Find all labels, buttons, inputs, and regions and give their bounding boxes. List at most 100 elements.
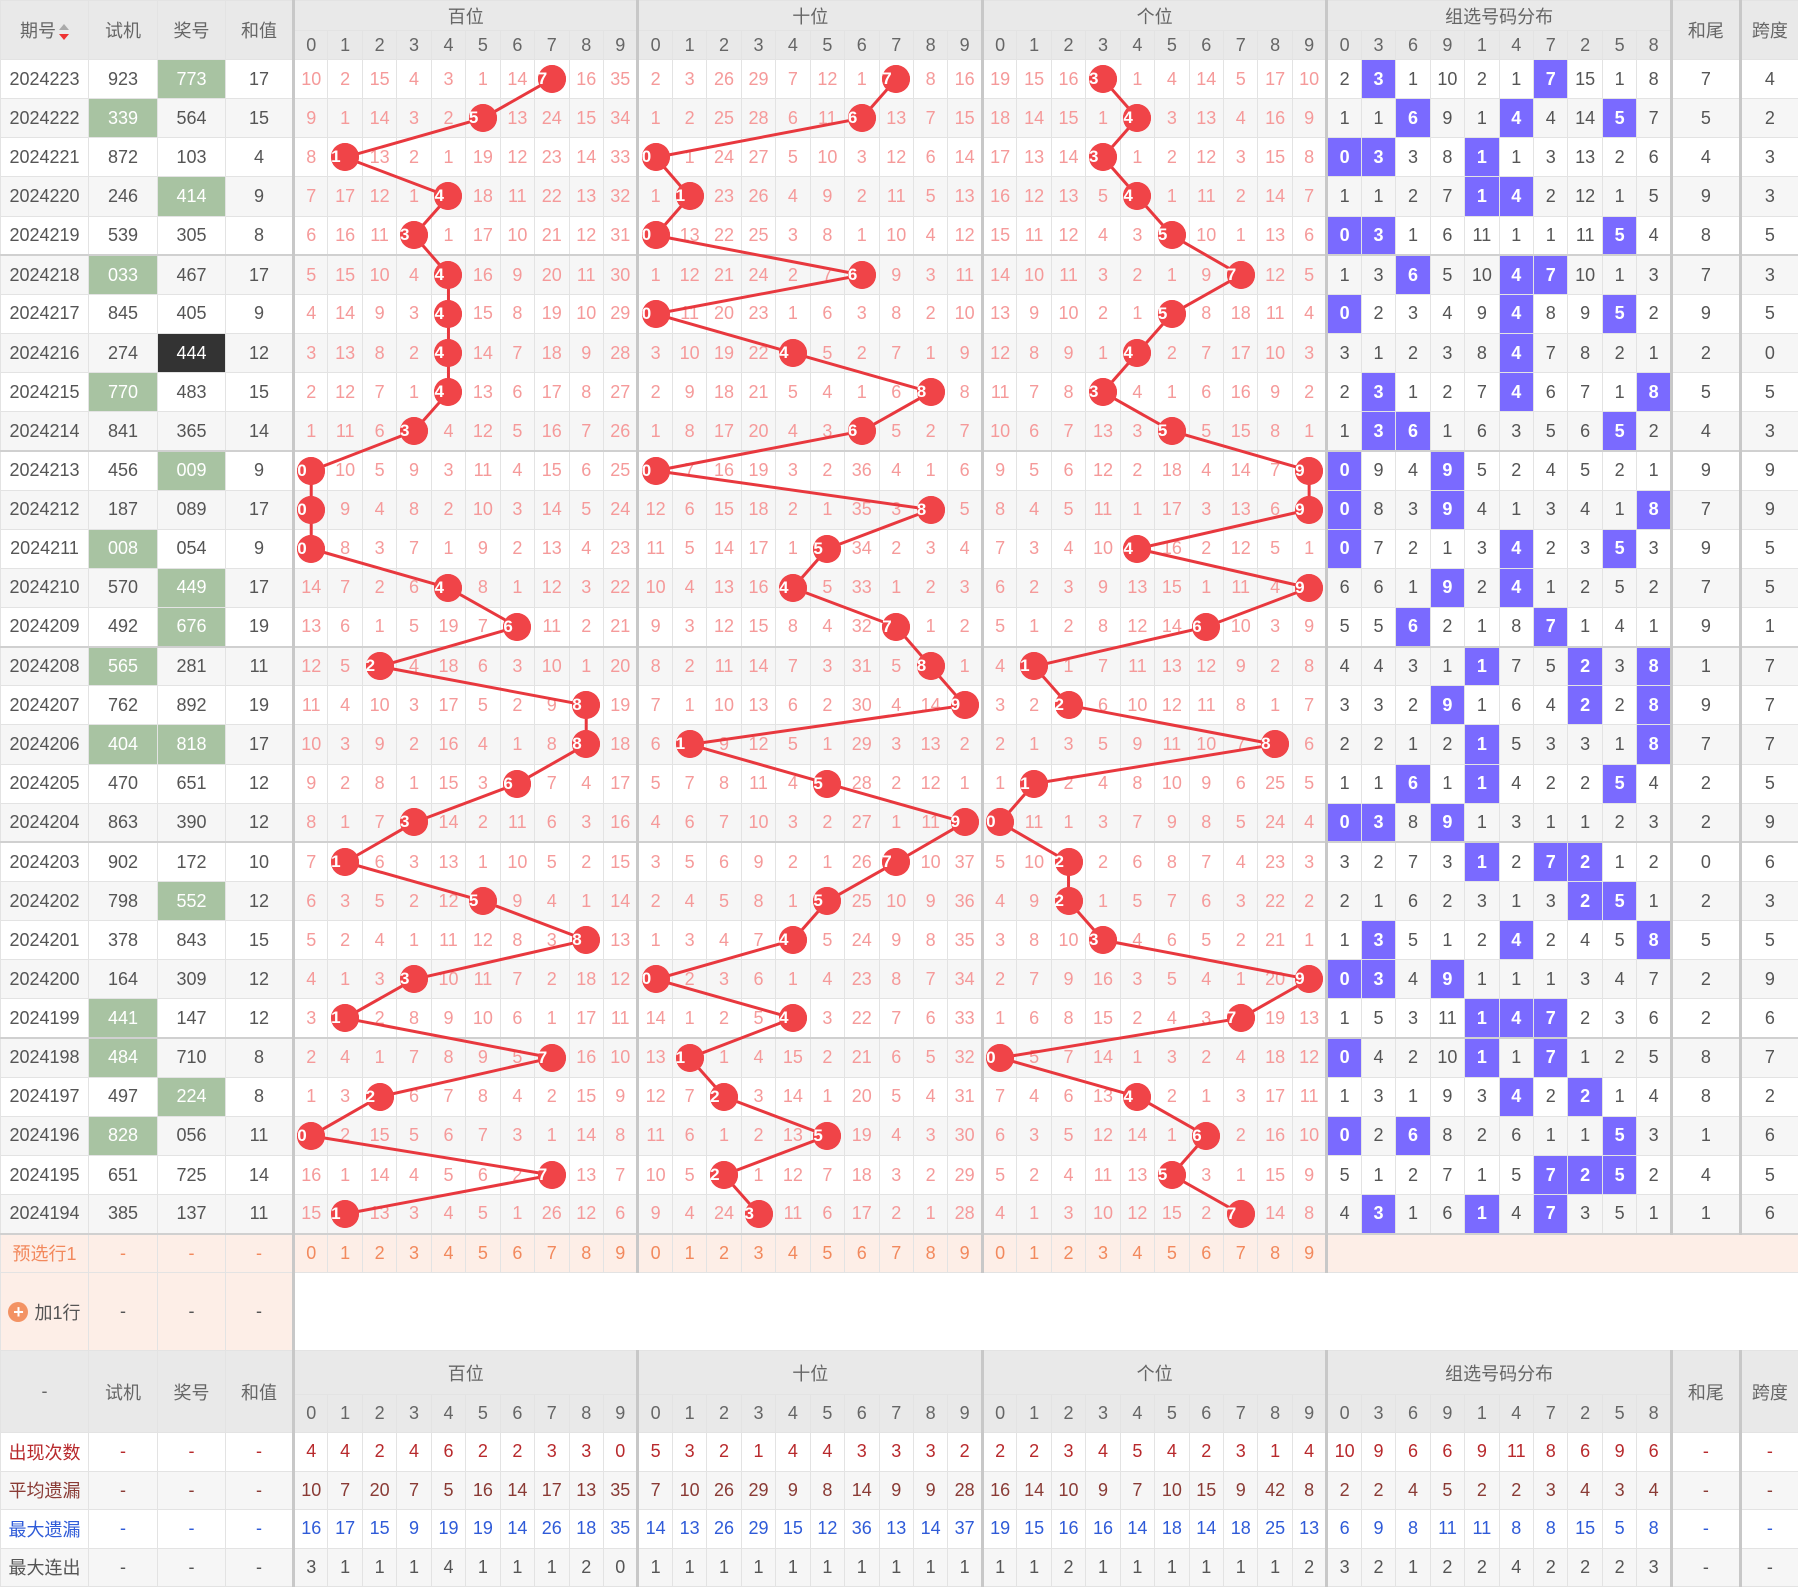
preselect-digit[interactable]: 2	[1051, 1234, 1085, 1273]
omission-cell: 4	[500, 451, 534, 490]
preselect-digit[interactable]: 3	[397, 1234, 431, 1273]
group-omission-cell: 1	[1465, 686, 1499, 725]
preselect-digit[interactable]: 3	[741, 1234, 775, 1273]
preselect-digit[interactable]: 1	[328, 1234, 362, 1273]
omission-cell: 8	[1086, 607, 1120, 646]
period-header[interactable]: 期号	[1, 1, 89, 60]
hit-cell: 6	[1189, 1116, 1223, 1155]
group-omission-cell: 3	[1396, 138, 1430, 177]
omission-cell: 8	[500, 294, 534, 333]
digit-header: 4	[431, 1395, 465, 1433]
omission-cell: 7	[672, 451, 706, 490]
omission-cell: 3	[1292, 333, 1327, 372]
stat-value: 8	[1499, 1510, 1533, 1549]
hit-ball: 8	[572, 926, 600, 954]
omission-cell: 1	[466, 60, 500, 99]
preselect-digit[interactable]: 4	[431, 1234, 465, 1273]
digit-header: 8	[913, 1395, 947, 1433]
omission-cell: 1	[707, 1116, 741, 1155]
omission-cell: 13	[1155, 647, 1189, 686]
hit-cell: 3	[1086, 373, 1120, 412]
omission-cell: 4	[362, 921, 396, 960]
group-omission-cell: 2	[1327, 60, 1361, 99]
group-hit-cell: 5	[1602, 1116, 1636, 1155]
preselect-digit[interactable]: 4	[1120, 1234, 1154, 1273]
omission-cell: 9	[362, 725, 396, 764]
preselect-digit[interactable]: 5	[810, 1234, 844, 1273]
preselect-digit[interactable]: 1	[672, 1234, 706, 1273]
add-row-button[interactable]: +加1行	[8, 1299, 80, 1325]
preselect-digit[interactable]: 9	[948, 1234, 983, 1273]
stat-value: 15	[1189, 1471, 1223, 1510]
prize-number-cell: 103	[158, 138, 226, 177]
omission-cell: 14	[362, 99, 396, 138]
hit-ball: 0	[297, 535, 325, 563]
omission-cell: 3	[672, 607, 706, 646]
preselect-digit[interactable]: 2	[707, 1234, 741, 1273]
group-omission-cell: 1	[1568, 1116, 1602, 1155]
preselect-digit[interactable]: 6	[845, 1234, 879, 1273]
preselect-digit[interactable]: 8	[1258, 1234, 1292, 1273]
preselect-digit[interactable]: 0	[294, 1234, 328, 1273]
preselect-digit[interactable]: 7	[1224, 1234, 1258, 1273]
omission-cell: 7	[1017, 960, 1051, 999]
omission-cell: 15	[362, 1116, 396, 1155]
omission-cell: 16	[431, 725, 465, 764]
group-omission-cell: 3	[1637, 529, 1672, 568]
omission-cell: 2	[535, 960, 569, 999]
preselect-digit[interactable]: 7	[879, 1234, 913, 1273]
omission-cell: 1	[948, 764, 983, 803]
preselect-digit[interactable]: 0	[638, 1234, 672, 1273]
preselect-digit[interactable]: 5	[466, 1234, 500, 1273]
omission-cell: 18	[603, 725, 638, 764]
preselect-digit[interactable]: 0	[982, 1234, 1016, 1273]
preselect-digit[interactable]: 4	[776, 1234, 810, 1273]
group-omission-cell: 1	[1361, 333, 1395, 372]
period-cell: 2024213	[1, 451, 89, 490]
group-omission-cell: 8	[1361, 490, 1395, 529]
omission-cell: 12	[569, 1195, 603, 1234]
preselect-digit[interactable]: 6	[500, 1234, 534, 1273]
preselect-digit[interactable]: 1	[1017, 1234, 1051, 1273]
omission-cell: 4	[1189, 960, 1223, 999]
preselect-digit[interactable]: 9	[1292, 1234, 1327, 1273]
hit-ball: 4	[1123, 182, 1151, 210]
span-cell: 4	[1740, 60, 1798, 99]
preselect-digit[interactable]: 8	[569, 1234, 603, 1273]
group-hit-cell: 1	[1465, 764, 1499, 803]
sort-icon[interactable]	[59, 24, 69, 40]
stat-value: 4	[1568, 1471, 1602, 1510]
group-omission-cell: 1	[1361, 99, 1395, 138]
hit-cell: 9	[1292, 568, 1327, 607]
hit-cell: 5	[1155, 1155, 1189, 1194]
period-cell: 2024217	[1, 294, 89, 333]
omission-cell: 1	[1120, 294, 1154, 333]
omission-cell: 16	[741, 568, 775, 607]
preselect-digit[interactable]: 3	[1086, 1234, 1120, 1273]
omission-cell: 1	[431, 529, 465, 568]
preselect-digit[interactable]: 5	[1155, 1234, 1189, 1273]
omission-cell: 3	[879, 1155, 913, 1194]
omission-cell: 14	[741, 647, 775, 686]
omission-cell: 14	[776, 1077, 810, 1116]
omission-cell: 6	[500, 373, 534, 412]
omission-cell: 7	[500, 960, 534, 999]
group-hit-cell: 3	[1361, 216, 1395, 255]
period-cell: 2024197	[1, 1077, 89, 1116]
preselect-digit[interactable]: 6	[1189, 1234, 1223, 1273]
preselect-digit[interactable]: 7	[535, 1234, 569, 1273]
preselect-digit[interactable]: 2	[362, 1234, 396, 1273]
group-omission-cell: 7	[1637, 99, 1672, 138]
omission-cell: 11	[328, 412, 362, 451]
preselect-digit[interactable]: 8	[913, 1234, 947, 1273]
omission-cell: 5	[1292, 764, 1327, 803]
section-header-3: 组选号码分布	[1327, 1, 1671, 31]
stat-value: 0	[603, 1433, 638, 1472]
stat-dash: -	[226, 1471, 294, 1510]
omission-cell: 12	[1189, 647, 1223, 686]
preselect-digit[interactable]: 9	[603, 1234, 638, 1273]
prize-number-cell: 651	[158, 764, 226, 803]
omission-cell: 2	[638, 373, 672, 412]
